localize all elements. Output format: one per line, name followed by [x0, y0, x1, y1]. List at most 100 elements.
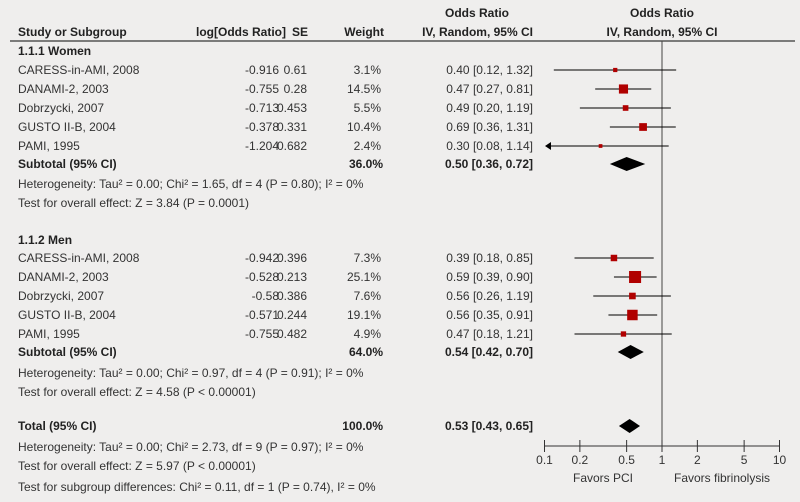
plot-header-method: IV, Random, 95% CI	[606, 25, 718, 39]
study-weight: 7.3%	[353, 251, 381, 265]
subgroup-title: 1.1.1 Women	[18, 44, 92, 58]
study-marker	[620, 331, 627, 337]
study-name: Dobrzycki, 2007	[18, 101, 105, 115]
study-ci: 0.47 [0.27, 0.81]	[446, 82, 533, 96]
subtotal-label: Subtotal (95% CI)	[18, 157, 117, 171]
study-log-or: -1.204	[244, 139, 279, 153]
study-log-or: -0.378	[244, 120, 279, 134]
study-log-or: -0.916	[244, 63, 279, 77]
or-header-method: IV, Random, 95% CI	[422, 25, 533, 39]
favors-right-label: Favors fibrinolysis	[673, 471, 771, 485]
study-name: DANAMI-2, 2003	[18, 270, 109, 284]
study-name: PAMI, 1995	[18, 327, 80, 341]
study-marker	[618, 84, 629, 94]
study-marker	[629, 270, 642, 284]
study-marker	[613, 67, 618, 73]
study-weight: 5.5%	[353, 101, 381, 115]
study-weight: 14.5%	[346, 82, 381, 96]
study-log-or: -0.755	[244, 327, 279, 341]
study-weight: 25.1%	[346, 270, 381, 284]
study-ci: 0.69 [0.36, 1.31]	[446, 120, 533, 134]
study-ci: 0.59 [0.39, 0.90]	[446, 270, 533, 284]
study-se: 0.28	[283, 82, 307, 96]
study-se: 0.244	[276, 308, 307, 322]
study-name: GUSTO II-B, 2004	[18, 120, 116, 134]
study-name: DANAMI-2, 2003	[18, 82, 109, 96]
subgroup-title: 1.1.2 Men	[18, 233, 73, 247]
overall-effect: Test for overall effect: Z = 3.84 (P = 0…	[18, 196, 250, 210]
study-name: Dobrzycki, 2007	[18, 289, 105, 303]
overall-effect: Test for overall effect: Z = 4.58 (P < 0…	[18, 385, 256, 399]
se-header: SE	[291, 25, 308, 39]
study-log-or: -0.58	[251, 289, 279, 303]
study-log-or: -0.755	[244, 82, 279, 96]
study-se: 0.331	[276, 120, 307, 134]
study-ci: 0.56 [0.26, 1.19]	[446, 289, 533, 303]
total-diamond	[618, 419, 641, 433]
weight-header: Weight	[344, 25, 384, 39]
x-tick-label: 5	[740, 453, 748, 467]
subtotal-ci: 0.50 [0.36, 0.72]	[444, 157, 533, 171]
study-name: PAMI, 1995	[18, 139, 80, 153]
study-marker	[610, 254, 618, 262]
study-marker	[639, 123, 647, 131]
heterogeneity: Heterogeneity: Tau² = 0.00; Chi² = 0.97,…	[18, 366, 364, 380]
x-tick-label: 10	[772, 453, 787, 467]
favors-left-label: Favors PCI	[572, 471, 633, 485]
heterogeneity: Heterogeneity: Tau² = 0.00; Chi² = 1.65,…	[18, 177, 364, 191]
study-ci: 0.47 [0.18, 1.21]	[446, 327, 533, 341]
study-weight: 3.1%	[353, 63, 381, 77]
study-marker	[622, 105, 629, 111]
study-se: 0.61	[283, 63, 307, 77]
study-name: CARESS-in-AMI, 2008	[18, 251, 140, 265]
subtotal-label: Subtotal (95% CI)	[18, 345, 117, 359]
study-se: 0.396	[276, 251, 307, 265]
log-or-header: log[Odds Ratio]	[196, 25, 286, 39]
subtotal-weight: 64.0%	[348, 345, 383, 359]
study-ci: 0.56 [0.35, 0.91]	[446, 308, 533, 322]
study-weight: 19.1%	[346, 308, 381, 322]
study-se: 0.213	[276, 270, 307, 284]
study-log-or: -0.571	[244, 308, 279, 322]
study-weight: 10.4%	[346, 120, 381, 134]
x-tick-label: 1	[658, 453, 666, 467]
subtotal-weight: 36.0%	[348, 157, 383, 171]
study-weight: 7.6%	[353, 289, 381, 303]
or-header-title: Odds Ratio	[444, 6, 509, 20]
x-tick-label: 0.2	[571, 453, 589, 467]
study-se: 0.482	[276, 327, 307, 341]
total-weight: 100.0%	[342, 419, 383, 433]
study-ci: 0.40 [0.12, 1.32]	[446, 63, 533, 77]
subtotal-ci: 0.54 [0.42, 0.70]	[444, 345, 533, 359]
study-weight: 2.4%	[353, 139, 381, 153]
x-tick-label: 0.5	[618, 453, 635, 467]
study-se: 0.386	[276, 289, 307, 303]
study-se: 0.682	[276, 139, 307, 153]
study-ci: 0.39 [0.18, 0.85]	[446, 251, 533, 265]
study-ci: 0.30 [0.08, 1.14]	[446, 139, 533, 153]
x-tick-label: 0.1	[536, 453, 553, 467]
study-marker	[598, 144, 603, 148]
study-se: 0.453	[276, 101, 307, 115]
total-label: Total (95% CI)	[18, 419, 97, 433]
subtotal-diamond	[617, 345, 644, 359]
x-tick-label: 2	[694, 453, 701, 467]
subtotal-diamond	[609, 157, 646, 171]
study-name: GUSTO II-B, 2004	[18, 308, 116, 322]
study-log-or: -0.528	[244, 270, 279, 284]
study-marker	[627, 309, 638, 321]
ci-arrow-left	[545, 142, 551, 150]
plot-header-title: Odds Ratio	[629, 6, 694, 20]
study-log-or: -0.713	[244, 101, 279, 115]
total-ci: 0.53 [0.43, 0.65]	[444, 419, 533, 433]
study-log-or: -0.942	[244, 251, 279, 265]
subgroup-differences: Test for subgroup differences: Chi² = 0.…	[18, 480, 376, 494]
total-overall-effect: Test for overall effect: Z = 5.97 (P < 0…	[18, 459, 256, 473]
study-ci: 0.49 [0.20, 1.19]	[446, 101, 533, 115]
study-marker	[629, 292, 636, 300]
study-weight: 4.9%	[353, 327, 381, 341]
study-header: Study or Subgroup	[18, 25, 127, 39]
study-name: CARESS-in-AMI, 2008	[18, 63, 140, 77]
total-heterogeneity: Heterogeneity: Tau² = 0.00; Chi² = 2.73,…	[18, 440, 364, 454]
